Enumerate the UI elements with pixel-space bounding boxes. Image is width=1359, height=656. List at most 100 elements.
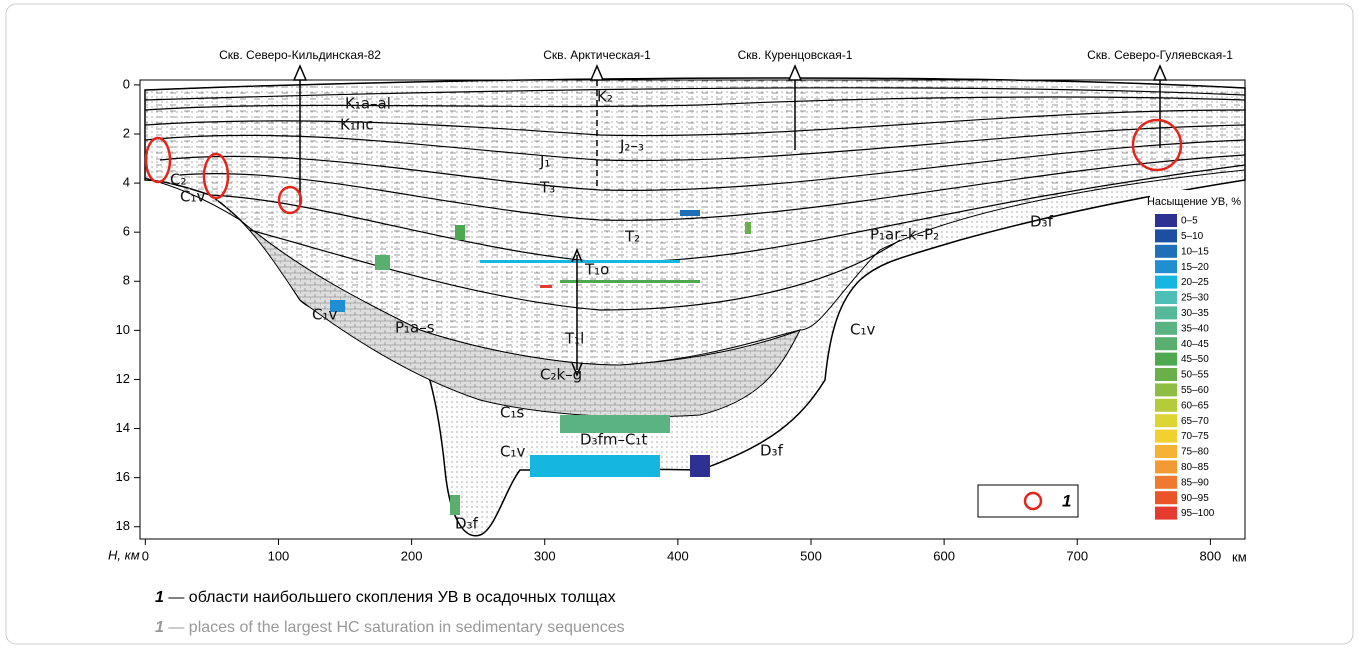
formation-label: C₁s xyxy=(500,404,524,422)
legend-swatch xyxy=(1155,506,1177,520)
y-tick-label: 4 xyxy=(123,175,130,190)
legend-label: 5–10 xyxy=(1181,231,1204,242)
legend-label: 85–90 xyxy=(1181,477,1209,488)
legend-label: 95–100 xyxy=(1181,508,1215,519)
legend-swatch xyxy=(1155,352,1177,366)
x-tick-label: 100 xyxy=(268,548,290,563)
legend-label: 60–65 xyxy=(1181,400,1209,411)
legend-label: 10–15 xyxy=(1181,246,1209,257)
legend-swatch xyxy=(1155,306,1177,320)
legend-label: 35–40 xyxy=(1181,323,1209,334)
formation-label: D₃f xyxy=(1030,213,1054,231)
legend-swatch xyxy=(1155,244,1177,258)
x-tick-label: 0 xyxy=(142,548,149,563)
legend-label: 90–95 xyxy=(1181,493,1209,504)
x-tick-label: 500 xyxy=(800,548,822,563)
legend-swatch xyxy=(1155,429,1177,443)
caption-number: 1 xyxy=(155,589,164,606)
legend-title: Насыщение УВ, % xyxy=(1147,196,1241,208)
formation-label: C₁v xyxy=(312,306,337,324)
caption: 1 — области наибольшего скопления УВ в о… xyxy=(155,589,616,606)
x-axis-label: км xyxy=(1232,549,1247,564)
hc-areas xyxy=(144,118,1183,215)
legend-swatch xyxy=(1155,214,1177,227)
legend-label: 45–50 xyxy=(1181,354,1209,365)
legend-label: 30–35 xyxy=(1181,308,1209,319)
formation-label: J₁ xyxy=(539,153,550,171)
symbol xyxy=(1023,491,1043,511)
caption-text: — places of the largest HC saturation in… xyxy=(164,619,625,636)
legend-swatch xyxy=(1155,229,1177,243)
legend-label: 0–5 xyxy=(1181,216,1198,227)
formation-label: T₁o xyxy=(584,261,609,279)
formation-label: T₂ xyxy=(624,228,640,246)
y-tick-label: 2 xyxy=(123,125,130,140)
y-tick-label: 10 xyxy=(116,322,130,337)
y-tick-label: 16 xyxy=(116,469,130,484)
legend-swatch xyxy=(1155,368,1177,381)
legend-swatch xyxy=(1155,491,1177,505)
well-label: Скв. Северо-Кильдинская-82 xyxy=(219,48,381,62)
formation-label: T₃ xyxy=(539,179,555,197)
legend-label: 75–80 xyxy=(1181,447,1209,458)
legend-swatch xyxy=(1155,414,1177,428)
y-tick-label: 18 xyxy=(116,518,130,533)
legend-label: 55–60 xyxy=(1181,385,1209,396)
legend-swatch xyxy=(1155,275,1177,289)
caption-text: — области наибольшего скопления УВ в оса… xyxy=(164,589,616,606)
legend-swatch xyxy=(1155,445,1177,458)
legend-swatch xyxy=(1155,475,1177,489)
frame xyxy=(5,3,1354,645)
legend-label: 25–30 xyxy=(1181,293,1209,304)
y-tick-label: 14 xyxy=(116,420,130,435)
x-tick-label: 800 xyxy=(1200,548,1222,563)
legend-label: 15–20 xyxy=(1181,262,1209,273)
formation-label: K₁a–al xyxy=(345,95,391,113)
formation-label: P₁a–s xyxy=(395,319,435,337)
legend-label: 80–85 xyxy=(1181,462,1209,473)
x-tick-label: 600 xyxy=(933,548,955,563)
formation-label: D₃fm–C₁t xyxy=(580,431,647,449)
legend-label: 50–55 xyxy=(1181,370,1209,381)
formation-label: C₂ xyxy=(170,171,187,189)
formation-label: D₃f xyxy=(455,515,479,533)
legend-swatch xyxy=(1155,337,1177,351)
legend-swatch xyxy=(1155,398,1177,412)
formation-label: C₁v xyxy=(850,321,875,339)
symbol-box xyxy=(977,484,1079,518)
x-tick-label: 300 xyxy=(534,548,556,563)
formation-label: K₂ xyxy=(597,88,613,106)
caption-number: 1 xyxy=(155,619,164,636)
formation-label: P₁ar–k–P₂ xyxy=(870,226,939,244)
well-label: Скв. Северо-Гуляевская-1 xyxy=(1087,48,1233,62)
caption: 1 — places of the largest HC saturation … xyxy=(155,619,625,636)
formation-label: C₁v xyxy=(180,188,205,206)
legend-swatch xyxy=(1155,383,1177,397)
legend-swatch xyxy=(1155,460,1177,474)
saturation-patches xyxy=(330,210,751,515)
well-label: Скв. Арктическая-1 xyxy=(543,48,651,62)
symbol-label: 1 xyxy=(1062,491,1071,510)
formation-label: T₁l xyxy=(564,330,584,348)
x-tick-label: 400 xyxy=(667,548,689,563)
y-tick-label: 0 xyxy=(123,76,130,91)
legend-label: 65–70 xyxy=(1181,416,1209,427)
y-tick-label: 8 xyxy=(123,273,130,288)
well-label: Скв. Куренцовская-1 xyxy=(738,48,853,62)
legend-swatch xyxy=(1155,260,1177,274)
formation-label: C₂k–g xyxy=(540,366,582,384)
y-tick-label: 12 xyxy=(116,371,130,386)
y-tick-label: 6 xyxy=(123,224,130,239)
formation-label: K₁nc xyxy=(340,116,374,134)
y-axis-label: H, км xyxy=(108,547,140,562)
x-tick-label: 200 xyxy=(401,548,423,563)
legend-swatch xyxy=(1155,291,1177,304)
x-tick-label: 700 xyxy=(1066,548,1088,563)
section xyxy=(139,64,1246,540)
formation-label: D₃f xyxy=(760,442,784,460)
legend-swatch xyxy=(1155,321,1177,335)
formation-label: C₁v xyxy=(500,443,525,461)
legend-label: 70–75 xyxy=(1181,431,1209,442)
legend-label: 20–25 xyxy=(1181,277,1209,288)
